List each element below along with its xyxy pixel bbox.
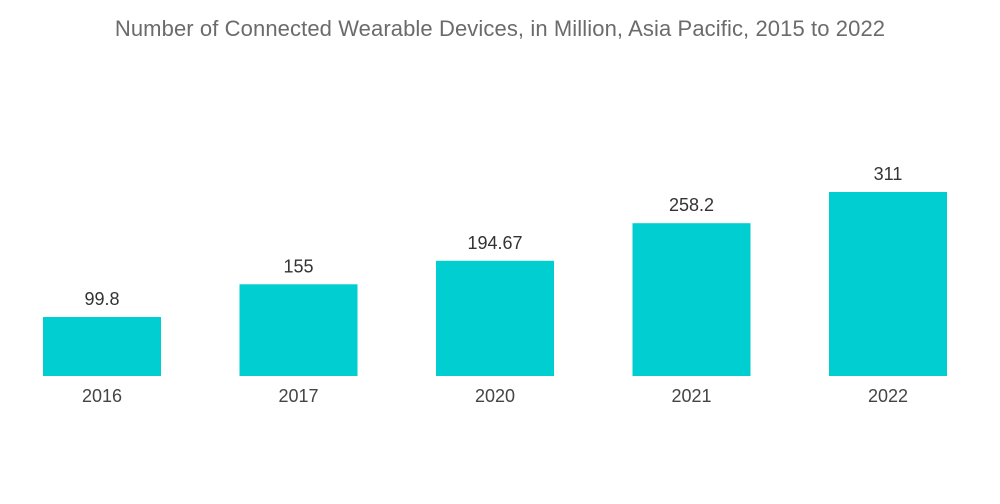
data-labels-layer: 99.8 155 194.67 258.2 311 [84,164,902,309]
x-tick-label-2022: 2022 [868,386,908,406]
bars-layer [43,192,947,376]
x-tick-label-2017: 2017 [278,386,318,406]
bar-2021 [632,223,751,376]
x-tick-label-2021: 2021 [671,386,711,406]
data-label-2020: 194.67 [467,233,522,253]
data-label-2016: 99.8 [84,289,119,309]
chart-title: Number of Connected Wearable Devices, in… [114,16,886,41]
data-label-2017: 155 [283,256,313,276]
data-label-2021: 258.2 [669,195,714,215]
x-axis-tick-labels: 2016 2017 2020 2021 2022 [82,386,908,406]
bar-2017 [239,284,358,376]
bar-2020 [436,260,554,376]
x-tick-label-2016: 2016 [82,386,122,406]
x-tick-label-2020: 2020 [475,386,515,406]
data-label-2022: 311 [874,164,903,184]
bar-2022 [829,192,947,376]
bar-2016 [43,317,161,376]
